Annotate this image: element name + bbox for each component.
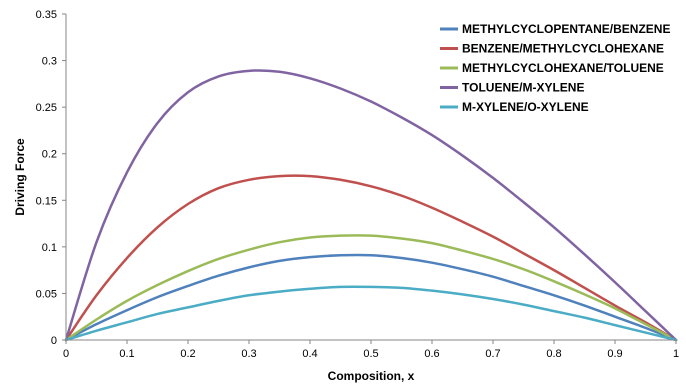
x-tick-label: 0.7	[485, 348, 500, 360]
x-tick-label: 0.9	[607, 348, 622, 360]
plot-area: 0 0.1 0.2 0.3 0.4 0.5 0.6 0.7 0.8 0.9 1 0 0.05 0.1 0.…	[36, 9, 679, 360]
series-line-4	[64, 69, 678, 342]
x-tick-label: 0.1	[119, 348, 134, 360]
series-line-2	[64, 174, 678, 342]
y-tick-label: 0.3	[42, 56, 57, 68]
x-axis-title: Composition, x	[328, 369, 415, 383]
y-tick-label: 0.15	[36, 195, 57, 207]
x-axis-ticks: 0 0.1 0.2 0.3 0.4 0.5 0.6 0.7 0.8 0.9 1	[63, 340, 679, 360]
legend-label: BENZENE/METHYLCYCLOHEXANE	[462, 42, 664, 56]
y-tick-label: 0.35	[36, 9, 57, 21]
legend-label: TOLUENE/M-XYLENE	[462, 81, 584, 95]
y-tick-label: 0.05	[36, 288, 57, 300]
x-tick-label: 0.2	[180, 348, 195, 360]
series-curves	[64, 69, 678, 342]
series-line-5	[64, 285, 678, 342]
y-tick-label: 0.2	[42, 149, 57, 161]
x-tick-label: 0.4	[302, 348, 317, 360]
legend-label: M-XYLENE/O-XYLENE	[462, 100, 589, 114]
series-line-1	[64, 253, 678, 342]
x-tick-label: 0.5	[363, 348, 378, 360]
legend-label: METHYLCYCLOPENTANE/BENZENE	[462, 22, 670, 36]
x-tick-label: 0.3	[241, 348, 256, 360]
x-tick-label: 0	[63, 348, 69, 360]
y-tick-label: 0	[51, 335, 57, 347]
y-axis-ticks: 0 0.05 0.1 0.15 0.2 0.25 0.3 0.35	[36, 9, 66, 347]
y-axis-title: Driving Force	[13, 138, 27, 216]
legend: METHYLCYCLOPENTANE/BENZENE BENZENE/METHYL…	[440, 22, 670, 114]
x-tick-label: 0.6	[424, 348, 439, 360]
legend-label: METHYLCYCLOHEXANE/TOLUENE	[462, 61, 664, 75]
x-tick-label: 1	[673, 348, 679, 360]
x-tick-label: 0.8	[546, 348, 561, 360]
y-tick-label: 0.1	[42, 242, 57, 254]
series-line-3	[64, 234, 678, 342]
y-tick-label: 0.25	[36, 102, 57, 114]
